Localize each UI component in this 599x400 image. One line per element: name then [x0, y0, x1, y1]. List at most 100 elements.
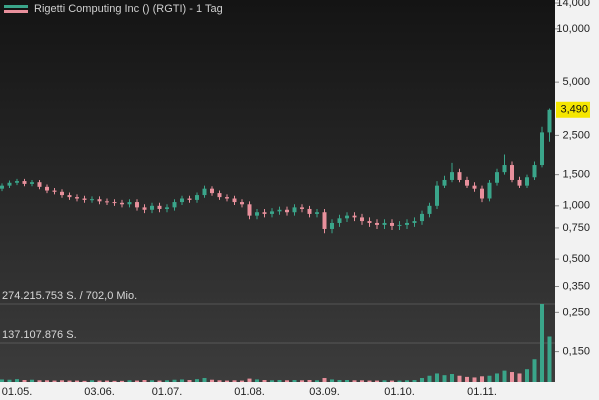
- candle-body: [517, 179, 522, 186]
- candle-body: [270, 211, 274, 214]
- candle-body: [187, 198, 192, 200]
- candle-body: [60, 191, 64, 196]
- volume-bar: [300, 380, 304, 382]
- candle-body: [30, 182, 34, 184]
- candle-body: [157, 205, 162, 209]
- x-tick-label: 03.06.: [84, 386, 115, 398]
- candle-body: [225, 197, 229, 199]
- volume-bar: [195, 379, 199, 382]
- volume-bar: [367, 380, 372, 382]
- candle-body: [390, 222, 394, 226]
- volume-bar: [90, 380, 94, 382]
- candle-body: [15, 181, 19, 183]
- volume-bar: [502, 370, 507, 382]
- volume-bar: [390, 380, 394, 382]
- volume-bar: [52, 380, 57, 382]
- candle-body: [532, 165, 537, 178]
- volume-bar: [292, 380, 297, 382]
- x-tick-label: 01.07.: [152, 386, 183, 398]
- y-tick-label: 0,350: [562, 280, 590, 292]
- volume-bar: [427, 375, 432, 382]
- volume-bar: [135, 380, 139, 382]
- candle-body: [217, 193, 222, 198]
- volume-bar: [405, 380, 409, 382]
- candle-body: [0, 185, 4, 189]
- volume-bar: [120, 380, 124, 382]
- plot-background: [0, 0, 555, 382]
- candle-body: [240, 202, 244, 205]
- volume-bar: [112, 380, 117, 382]
- volume-bar: [510, 372, 514, 382]
- x-tick-label: 01.10.: [384, 386, 415, 398]
- x-tick-label: 03.09.: [309, 386, 340, 398]
- volume-bar: [240, 380, 244, 382]
- candle-body: [52, 190, 57, 192]
- volume-bar: [210, 379, 214, 382]
- chart-title: Rigetti Computing Inc () (RGTI) - 1 Tag: [34, 3, 223, 15]
- candle-body: [397, 224, 402, 226]
- legend: Rigetti Computing Inc () (RGTI) - 1 Tag: [4, 3, 223, 15]
- candle-body: [300, 207, 304, 209]
- candle-body: [135, 202, 139, 208]
- y-tick-label: 14,000: [556, 0, 590, 9]
- volume-bar: [315, 380, 319, 382]
- candle-body: [502, 165, 507, 173]
- volume-bar: [442, 375, 447, 382]
- candle-body: [450, 172, 454, 180]
- volume-bar: [30, 379, 34, 382]
- candle-body: [495, 172, 499, 183]
- volume-bar: [465, 376, 469, 382]
- candle-body: [435, 185, 439, 206]
- candle-body: [180, 198, 184, 203]
- volume-bar: [22, 380, 27, 382]
- candle-body: [465, 179, 469, 186]
- volume-bar: [262, 380, 267, 382]
- volume-bar: [15, 379, 19, 382]
- volume-bar: [547, 336, 552, 382]
- volume-bar: [217, 380, 222, 382]
- candle-body: [420, 213, 424, 222]
- volume-bar: [255, 379, 259, 382]
- volume-bar: [82, 380, 87, 382]
- candle-body: [510, 165, 514, 180]
- volume-bar: [127, 380, 132, 382]
- candle-body: [195, 195, 199, 200]
- volume-bar: [247, 378, 252, 382]
- volume-bar: [105, 380, 109, 382]
- volume-bar: [277, 380, 282, 382]
- candle-body: [307, 208, 312, 214]
- candle-body: [427, 205, 432, 214]
- candle-body: [547, 109, 552, 133]
- legend-swatch: [4, 5, 28, 8]
- x-tick-label: 01.05.: [2, 386, 33, 398]
- y-tick-label: 0,150: [562, 346, 590, 358]
- volume-bar: [322, 378, 327, 382]
- volume-bar: [540, 304, 544, 382]
- candle-body: [210, 188, 214, 194]
- candle-body: [232, 198, 237, 203]
- candle-body: [277, 209, 282, 212]
- candle-body: [472, 185, 477, 189]
- candle-body: [120, 202, 124, 205]
- volume-bar: [45, 380, 49, 382]
- candle-body: [45, 186, 49, 191]
- volume-bar: [352, 380, 357, 382]
- volume-bar: [420, 378, 424, 382]
- x-tick-label: 01.08.: [234, 386, 265, 398]
- volume-bar: [487, 375, 492, 382]
- candle-body: [330, 222, 334, 229]
- candle-body: [262, 212, 267, 214]
- candle-body: [172, 202, 177, 208]
- y-tick-label: 0,750: [562, 222, 590, 234]
- axis-background: [555, 0, 599, 400]
- volume-bar: [285, 380, 289, 382]
- volume-bar: [330, 379, 334, 382]
- volume-bar: [382, 380, 387, 382]
- volume-bar: [412, 380, 417, 382]
- candle-body: [382, 222, 387, 225]
- candle-body: [127, 202, 132, 205]
- candle-body: [292, 207, 297, 213]
- candle-body: [142, 207, 147, 210]
- y-tick-label: 2,500: [562, 129, 590, 141]
- volume-bar: [457, 375, 462, 382]
